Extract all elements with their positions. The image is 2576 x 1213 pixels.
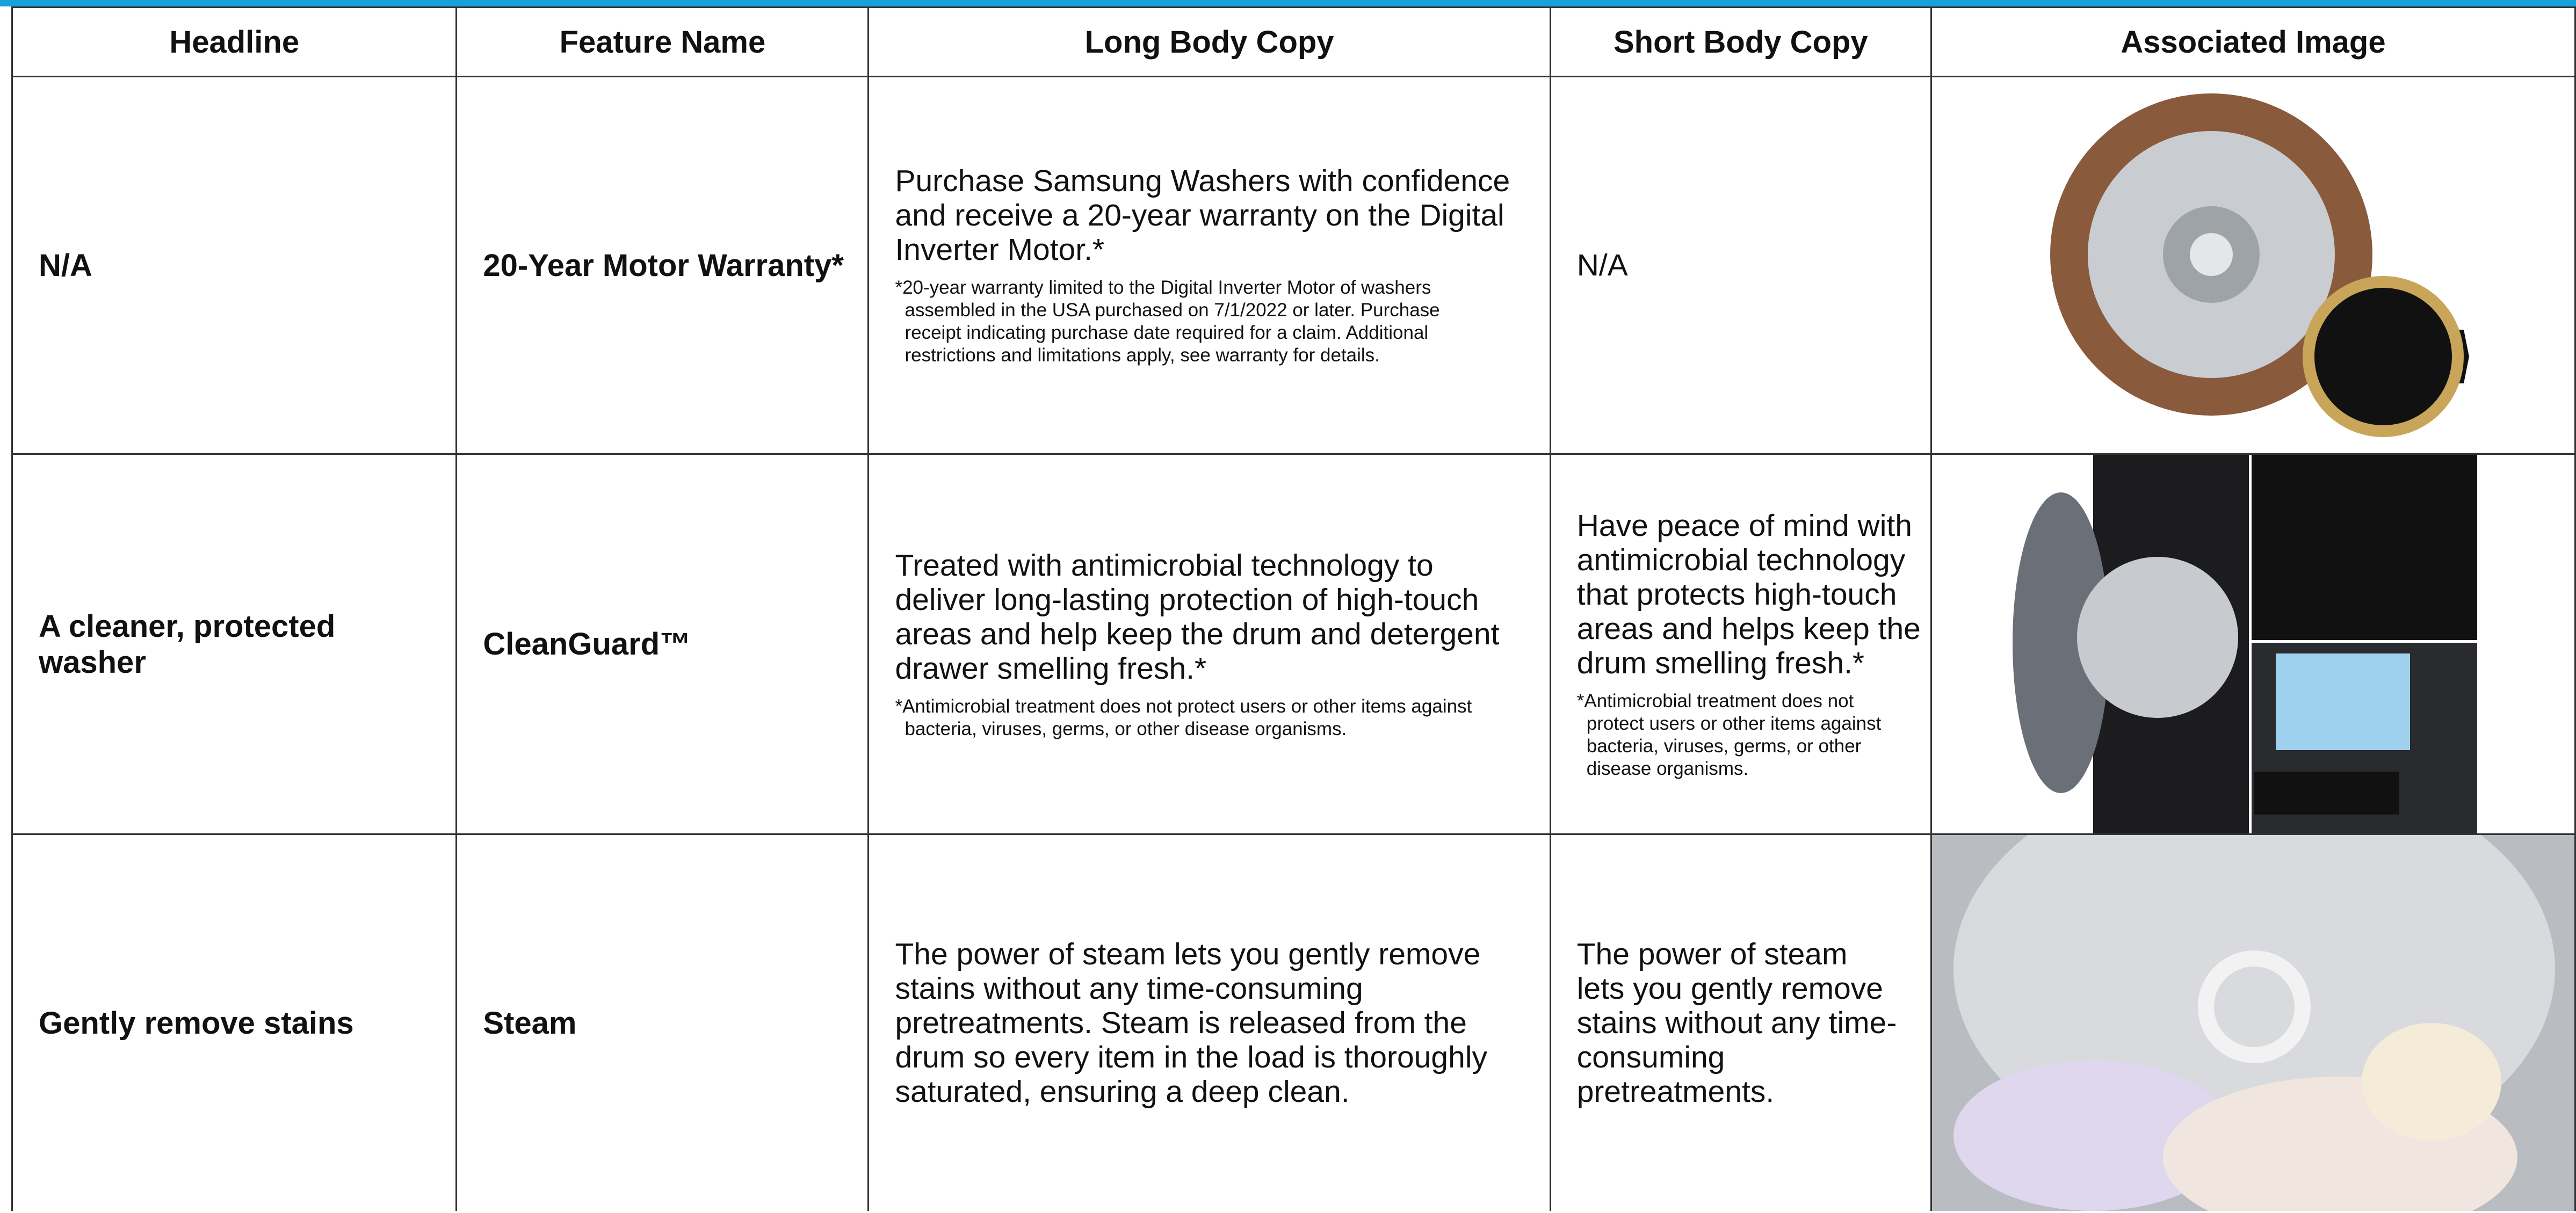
long-body-cell: Purchase Samsung Washers with confidence… — [867, 76, 1551, 455]
long-body-note: *Antimicrobial treatment does not protec… — [895, 695, 1472, 739]
long-body: The power of steam lets you gently remov… — [867, 833, 1551, 1211]
column-header: Feature Name — [455, 6, 870, 77]
column-header: Short Body Copy — [1549, 6, 1932, 77]
plush-toy — [2361, 1023, 2501, 1141]
image-cell — [1930, 453, 2576, 835]
headline: N/A — [11, 76, 458, 455]
washer-drum — [2076, 557, 2238, 718]
top-bar — [0, 0, 2576, 6]
washer-image — [1933, 455, 2574, 833]
long-body-note: *20-year warranty limited to the Digital… — [895, 277, 1440, 366]
badge — [2314, 288, 2452, 425]
washer-door — [2012, 492, 2109, 793]
image-cell — [1930, 76, 2576, 455]
column-header: Associated Image — [1930, 6, 2576, 77]
drawer-front — [2254, 772, 2399, 815]
long-body: Purchase Samsung Washers with confidence… — [895, 164, 1510, 267]
headline: A cleaner, protected washer — [11, 453, 458, 835]
feature-name: CleanGuard™ — [455, 453, 870, 835]
motor-image — [2050, 93, 2469, 437]
feature-name: 20-Year Motor Warranty* — [455, 76, 870, 455]
laundry — [1953, 1061, 2233, 1211]
control-panel — [2251, 455, 2477, 640]
table-row: Gently remove stains Steam The power of … — [11, 833, 2576, 1211]
image-cell — [1930, 833, 2576, 1211]
headline: Gently remove stains — [11, 833, 458, 1211]
short-body-cell: Have peace of mind with antimicrobial te… — [1549, 453, 1932, 835]
feature-table: Headline Feature Name Long Body Copy Sho… — [11, 6, 2576, 1211]
table-row: A cleaner, protected washer CleanGuard™ … — [11, 453, 2576, 835]
short-body: Have peace of mind with antimicrobial te… — [1576, 508, 1921, 680]
short-body-note: *Antimicrobial treatment does not protec… — [1576, 690, 1882, 779]
column-header: Headline — [11, 6, 458, 77]
detergent-drawer — [2275, 653, 2410, 750]
drum-ring — [2197, 950, 2311, 1063]
long-body: Treated with antimicrobial technology to… — [895, 548, 1500, 686]
drum-image — [1933, 836, 2574, 1211]
long-body-cell: Treated with antimicrobial technology to… — [867, 453, 1551, 835]
short-body: The power of steam lets you gently remov… — [1549, 833, 1932, 1211]
table-row: N/A 20-Year Motor Warranty* Purchase Sam… — [11, 76, 2576, 455]
header-row: Headline Feature Name Long Body Copy Sho… — [11, 6, 2576, 77]
column-header: Long Body Copy — [867, 6, 1551, 77]
feature-name: Steam — [455, 833, 870, 1211]
motor-core — [2189, 233, 2233, 276]
short-body: N/A — [1549, 76, 1932, 455]
